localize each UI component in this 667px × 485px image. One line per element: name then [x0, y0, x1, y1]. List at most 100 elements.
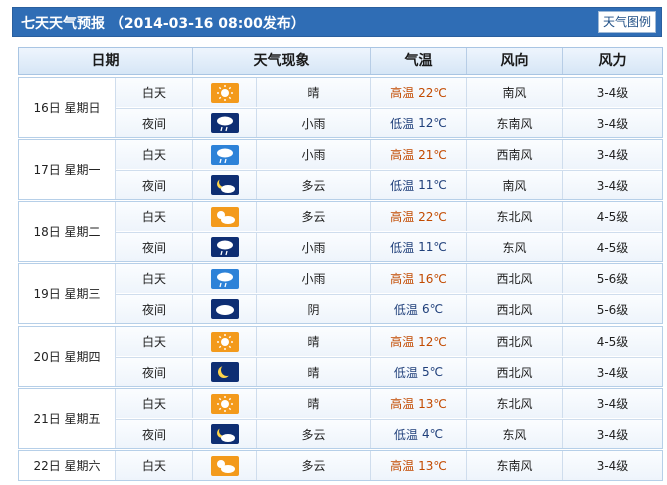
period-label-cell: 白天 — [116, 202, 192, 231]
weather-text-cell: 晴 — [256, 78, 370, 107]
date-cell: 22日 星期六 — [19, 451, 116, 480]
rain-icon — [210, 144, 239, 165]
day-period-row: 白天 晴 高温 22℃ 南风 3-4级 — [116, 78, 662, 107]
forecast-table: 日期 天气现象 气温 风向 风力 16日 星期日 白天晴高温 22℃ 南风 3-4级 夜间… — [18, 47, 663, 481]
weather-text-cell: 多云 — [256, 171, 370, 199]
period-label-cell: 夜间 — [116, 295, 192, 323]
weather-text-cell: 小雨 — [256, 233, 370, 261]
weather-text-cell: 小雨 — [256, 140, 370, 169]
weather-text: 多云 — [301, 427, 326, 442]
period-label: 白天 — [141, 210, 166, 224]
temperature-value: 4℃ — [421, 427, 444, 441]
day-period-row: 白天 多云 高温 13℃ 东南风 3-4级 — [116, 451, 662, 480]
date-cell: 20日 星期四 — [19, 327, 116, 386]
wind-direction: 东北风 — [496, 210, 533, 224]
date-cell: 19日 星期三 — [19, 264, 116, 323]
period-label: 白天 — [141, 148, 166, 162]
period-label: 夜间 — [141, 427, 166, 442]
night-period-row: 夜间 小雨 低温 12℃ 东南风 3-4级 — [116, 108, 662, 137]
header-phenomenon: 天气现象 — [192, 48, 370, 74]
temperature-label: 低温 — [390, 240, 415, 255]
temperature-cell: 高温 21℃ — [370, 140, 466, 169]
day-row-16: 16日 星期日 白天晴高温 22℃ 南风 3-4级 夜间 小雨 低温 12℃ 东南风 3-4级 — [18, 77, 663, 138]
wind-power-cell: 3-4级 — [562, 140, 662, 169]
weather-text-cell: 晴 — [256, 389, 370, 418]
period-label-cell: 夜间 — [116, 109, 192, 137]
period-label-cell: 白天 — [116, 327, 192, 356]
title-bar: 七天天气预报 （2014-03-16 08:00发布） 天气图例 — [12, 7, 662, 37]
temperature-label: 高温 — [390, 335, 415, 349]
wind-direction-cell: 西北风 — [466, 358, 562, 386]
temperature-cell: 低温 12℃ — [370, 109, 466, 137]
wind-direction-cell: 东南风 — [466, 451, 562, 480]
partly-cloudy-icon — [210, 206, 239, 227]
day-period-row: 白天 小雨 高温 16℃ 西北风 5-6级 — [116, 264, 662, 293]
wind-power-cell: 4-5级 — [562, 327, 662, 356]
weather-text: 小雨 — [301, 148, 326, 162]
wind-power: 3-4级 — [596, 148, 629, 162]
weather-text: 小雨 — [301, 240, 326, 255]
weather-icon-cell — [192, 140, 256, 169]
partly-cloudy-icon — [210, 455, 239, 476]
period-label: 夜间 — [141, 240, 166, 255]
wind-direction: 东风 — [502, 427, 527, 442]
wind-power: 3-4级 — [596, 116, 629, 131]
weather-text-cell: 多云 — [256, 202, 370, 231]
sun-icon — [210, 331, 239, 352]
day-row-20: 20日 星期四 白天晴高温 12℃ 西北风 4-5级 夜间晴低温 5℃ 西北风 3-4级 — [18, 326, 663, 387]
page-title: 七天天气预报 （2014-03-16 08:00发布） — [21, 16, 305, 32]
period-label-cell: 夜间 — [116, 358, 192, 386]
wind-power: 5-6级 — [596, 302, 629, 317]
forecast-widget: 七天天气预报 （2014-03-16 08:00发布） 天气图例 — [12, 7, 662, 37]
temperature-cell: 高温 22℃ — [370, 202, 466, 231]
day-period-row: 白天 晴 高温 12℃ 西北风 4-5级 — [116, 327, 662, 356]
period-label: 白天 — [141, 272, 166, 286]
weather-text-cell: 小雨 — [256, 109, 370, 137]
weather-text: 晴 — [307, 397, 320, 411]
wind-direction-cell: 西南风 — [466, 140, 562, 169]
day-row-17: 17日 星期一 白天 小雨 高温 21℃ 西南风 3-4级 夜间 多云 低温 11℃ 南风 3-4级 — [18, 139, 663, 200]
period-label-cell: 白天 — [116, 389, 192, 418]
wind-direction: 西北风 — [496, 365, 533, 380]
day-row-22: 22日 星期六 白天 多云 高温 13℃ 东南风 3-4级 — [18, 450, 663, 481]
date-cell: 16日 星期日 — [19, 78, 116, 137]
weather-text: 阴 — [307, 302, 320, 317]
weather-icon-cell — [192, 295, 256, 323]
weather-text: 多云 — [301, 459, 326, 473]
night-rain-icon — [210, 113, 239, 133]
wind-power-cell: 3-4级 — [562, 451, 662, 480]
day-period-row: 白天 晴 高温 13℃ 东北风 3-4级 — [116, 389, 662, 418]
temperature-value: 22℃ — [418, 209, 447, 224]
wind-power-cell: 4-5级 — [562, 202, 662, 231]
period-label-cell: 夜间 — [116, 233, 192, 261]
wind-direction: 西北风 — [496, 272, 533, 286]
temperature-value: 12℃ — [418, 116, 447, 130]
temperature-value: 13℃ — [418, 396, 447, 411]
date-cell: 21日 星期五 — [19, 389, 116, 448]
weather-text: 小雨 — [301, 116, 326, 131]
period-label: 白天 — [141, 86, 166, 100]
temperature-cell: 低温 11℃ — [370, 171, 466, 199]
wind-power-cell: 3-4级 — [562, 109, 662, 137]
wind-power-cell: 3-4级 — [562, 358, 662, 386]
period-label-cell: 白天 — [116, 451, 192, 480]
temperature-label: 低温 — [393, 302, 418, 317]
weather-legend-button[interactable]: 天气图例 — [597, 11, 656, 33]
period-label: 白天 — [141, 335, 166, 349]
moon-icon — [210, 362, 239, 382]
period-label: 夜间 — [141, 302, 166, 317]
period-label: 夜间 — [141, 116, 166, 131]
wind-direction-cell: 东北风 — [466, 389, 562, 418]
period-label: 夜间 — [141, 365, 166, 380]
night-period-row: 夜间 晴 低温 5℃ 西北风 3-4级 — [116, 357, 662, 386]
night-overcast-icon — [210, 299, 239, 319]
period-label-cell: 夜间 — [116, 171, 192, 199]
wind-direction-cell: 东风 — [466, 233, 562, 261]
period-label-cell: 白天 — [116, 140, 192, 169]
night-period-row: 夜间 多云 低温 11℃ 南风 3-4级 — [116, 170, 662, 199]
wind-direction-cell: 西北风 — [466, 264, 562, 293]
temperature-value: 16℃ — [418, 271, 447, 286]
weather-icon-cell — [192, 358, 256, 386]
temperature-value: 21℃ — [418, 147, 447, 162]
wind-direction: 南风 — [502, 86, 527, 100]
